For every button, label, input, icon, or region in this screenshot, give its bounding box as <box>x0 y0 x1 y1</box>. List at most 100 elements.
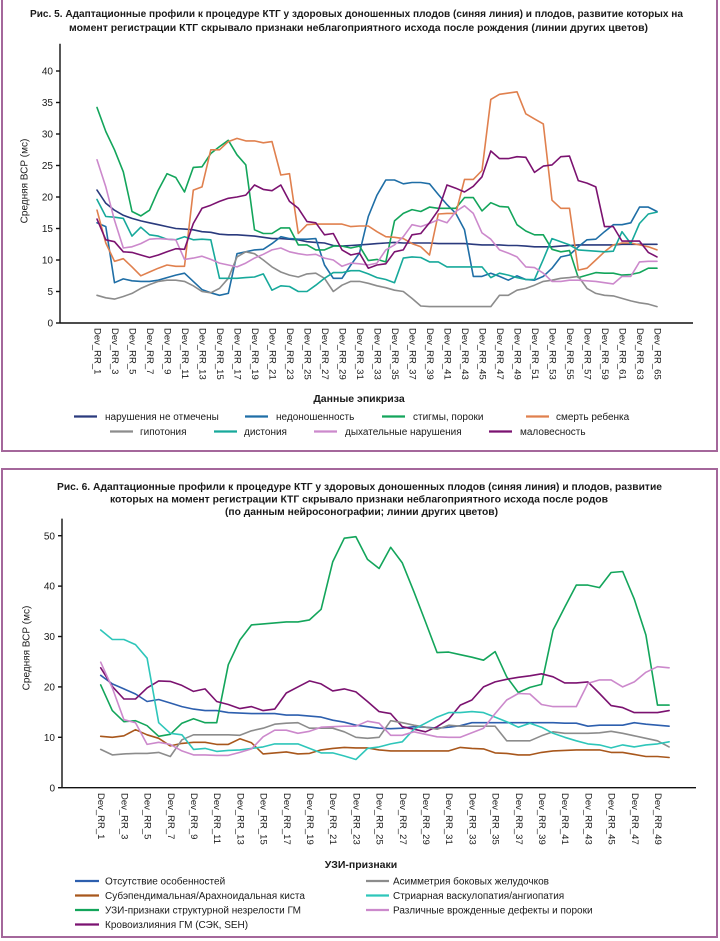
x-tick-label: Dev_RR_49 <box>512 328 523 380</box>
y-tick-label: 0 <box>47 319 53 330</box>
x-tick-label: Dev_RR_29 <box>420 793 431 845</box>
series-line-3 <box>96 106 658 279</box>
legend-item: нарушения не отмечены <box>74 412 219 423</box>
legend-label: дыхательные нарушения <box>345 427 462 438</box>
legend-item: Стриарная васкулопатия/ангиопатия <box>366 891 564 902</box>
series-line-8 <box>96 150 658 270</box>
legend-item: Асимметрия боковых желудочков <box>366 876 549 888</box>
figure-6-title-line-1: Рис. 6. Адаптационные профили к процедур… <box>57 481 662 493</box>
legend-item: Кровоизлияния ГМ (СЭК, SEH) <box>75 920 248 931</box>
x-tick-label: Dev_RR_11 <box>179 328 190 379</box>
series-line-2 <box>99 728 670 759</box>
y-tick-label: 30 <box>42 130 54 141</box>
legend-item: Отсутствие особенностей <box>75 876 225 888</box>
figure-6-title-line-3: (по данным нейросонографии; линии других… <box>225 506 498 518</box>
y-tick-label: 35 <box>42 98 54 109</box>
figure-6-panel <box>1 468 718 938</box>
x-tick-label: Dev_RR_39 <box>536 793 547 845</box>
x-tick-label: Dev_RR_43 <box>582 793 593 845</box>
x-tick-label: Dev_RR_41 <box>442 328 453 380</box>
y-tick-label: 0 <box>49 783 55 794</box>
x-tick-label: Dev_RR_45 <box>606 793 617 845</box>
x-tick-label: Dev_RR_25 <box>302 328 313 380</box>
y-tick-label: 25 <box>42 161 54 172</box>
legend-item: маловесность <box>489 427 586 438</box>
figure-5-plot-area: 0 5 10 15 20 25 30 35 40 Dev_RR_1 Dev_RR_3 Dev_RR_5… <box>42 43 693 380</box>
x-tick-label: Dev_RR_7 <box>144 328 155 374</box>
x-tick-label: Dev_RR_65 <box>652 328 663 380</box>
legend-label: стигмы, пороки <box>413 412 484 423</box>
x-tick-label: Dev_RR_23 <box>284 328 295 380</box>
x-tick-label: Dev_RR_35 <box>389 328 400 380</box>
x-tick-label: Dev_RR_17 <box>232 328 243 380</box>
legend-item: гипотония <box>110 427 187 438</box>
x-tick-label: Dev_RR_9 <box>188 793 199 839</box>
legend-label: недоношенность <box>276 412 354 423</box>
y-tick-label: 10 <box>44 733 56 744</box>
x-tick-label: Dev_RR_21 <box>267 328 278 380</box>
x-tick-label: Dev_RR_13 <box>234 793 245 845</box>
x-tick-label: Dev_RR_45 <box>477 328 488 380</box>
x-tick-label: Dev_RR_27 <box>397 793 408 845</box>
legend-label: Асимметрия боковых желудочков <box>393 876 549 888</box>
x-tick-label: Dev_RR_5 <box>142 793 153 839</box>
legend-item: дистония <box>214 427 287 438</box>
series-line-2 <box>96 179 658 297</box>
legend-item: недоношенность <box>245 412 354 423</box>
x-tick-label: Dev_RR_33 <box>372 328 383 380</box>
legend-item: Различные врожденные дефекты и пороки <box>366 905 593 917</box>
x-tick-label: Dev_RR_7 <box>165 793 176 839</box>
series-line-4 <box>96 91 658 277</box>
figure-5-title-line-1: Рис. 5. Адаптационные профили к процедур… <box>30 8 683 20</box>
legend-item: смерть ребенка <box>526 411 630 423</box>
x-tick-label: Dev_RR_51 <box>529 328 540 380</box>
y-tick-label: 10 <box>42 256 54 267</box>
x-tick-label: Dev_RR_9 <box>162 328 173 374</box>
x-tick-label: Dev_RR_49 <box>652 793 663 845</box>
legend-label: смерть ребенка <box>556 411 630 423</box>
x-tick-label: Dev_RR_11 <box>211 793 222 844</box>
legend-label: Стриарная васкулопатия/ангиопатия <box>393 891 564 902</box>
x-tick-label: Dev_RR_41 <box>559 793 570 845</box>
y-tick-label: 20 <box>42 193 54 204</box>
series-line-4 <box>99 666 670 733</box>
legend: нарушения не отмечены недоношенность сти… <box>74 411 630 438</box>
x-axis-title: Данные эпикриза <box>313 393 405 405</box>
x-tick-label: Dev_RR_57 <box>582 328 593 380</box>
x-tick-label: Dev_RR_13 <box>197 328 208 380</box>
x-tick-label: Dev_RR_47 <box>629 793 640 845</box>
legend-label: гипотония <box>140 427 187 438</box>
legend-item: дыхательные нарушения <box>314 427 462 438</box>
figure-6-plot-area: 0 10 20 30 40 50 Dev_RR_1 Dev_RR_3 Dev_RR_5 Dev_R… <box>44 518 696 845</box>
series-line-7 <box>99 661 670 757</box>
legend-label: Отсутствие особенностей <box>105 876 225 888</box>
series-line-1 <box>99 674 670 730</box>
x-tick-label: Dev_RR_23 <box>350 793 361 845</box>
legend-label: дистония <box>244 427 287 438</box>
x-tick-label: Dev_RR_37 <box>513 793 524 845</box>
series-line-5 <box>96 251 658 308</box>
x-tick-label: Dev_RR_15 <box>214 328 225 380</box>
x-tick-label: Dev_RR_63 <box>634 328 645 380</box>
x-tick-label: Dev_RR_5 <box>127 328 138 374</box>
x-tick-label: Dev_RR_35 <box>490 793 501 845</box>
x-tick-label: Dev_RR_29 <box>337 328 348 380</box>
x-tick-label: Dev_RR_27 <box>319 328 330 380</box>
x-tick-label: Dev_RR_25 <box>374 793 385 845</box>
x-tick-label: Dev_RR_3 <box>118 793 129 839</box>
x-axis-title: УЗИ-признаки <box>325 859 397 871</box>
x-tick-label: Dev_RR_19 <box>304 793 315 845</box>
x-tick-label: Dev_RR_43 <box>459 328 470 380</box>
series-line-6 <box>96 198 658 293</box>
series-line-1 <box>96 189 658 248</box>
y-tick-label: 40 <box>44 582 56 593</box>
x-tick-label: Dev_RR_1 <box>95 793 106 839</box>
y-tick-label: 40 <box>42 67 54 78</box>
x-tick-label: Dev_RR_39 <box>424 328 435 380</box>
legend-label: Различные врожденные дефекты и пороки <box>393 905 593 917</box>
legend-label: Субэпендимальная/Арахноидальная киста <box>105 890 305 902</box>
x-tick-label: Dev_RR_31 <box>354 328 365 380</box>
x-tick-label: Dev_RR_17 <box>281 793 292 845</box>
legend: Отсутствие особенностей Субэпендимальная… <box>75 876 593 931</box>
